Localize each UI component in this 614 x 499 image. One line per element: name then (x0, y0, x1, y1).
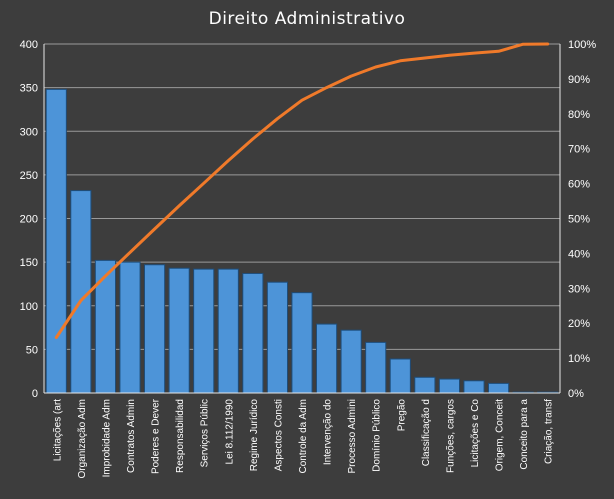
x-category-label: Poderes e Dever (151, 398, 162, 474)
cumulative-line (54, 42, 550, 339)
bar (45, 88, 67, 394)
bar (143, 264, 166, 394)
y-right-tick-label: 30% (568, 283, 590, 295)
y-right-tick-label: 10% (568, 353, 590, 365)
bar (340, 329, 362, 394)
x-category-label: Processo Admini (347, 399, 358, 473)
bar (438, 378, 461, 394)
y-right-tick-label: 40% (568, 248, 590, 260)
x-category-label: Domínio Público (372, 399, 383, 472)
bar (193, 268, 215, 394)
x-category-label: Lei 8.112/1990 (224, 399, 235, 465)
y-right-tick-label: 60% (568, 179, 590, 191)
y-right-tick-label: 70% (568, 144, 590, 156)
axes: 0 50 100 150 200 250 300 350 400 0% 10% 20% 30% 40% 50… (20, 39, 597, 479)
x-category-label: Criação, transf (544, 399, 555, 464)
bar (487, 382, 510, 394)
chart-title: Direito Administrativo (209, 9, 406, 29)
bar (217, 268, 239, 394)
y-right-tick-label: 0% (568, 388, 584, 400)
y-left-tick-label: 0 (32, 388, 38, 400)
x-category-label: Serviços Públic (200, 399, 211, 467)
x-category-label: Aspectos Consti (273, 399, 284, 471)
y-right-tick-label: 20% (568, 318, 590, 330)
cumulative-line-layer (54, 42, 550, 339)
bar (463, 380, 485, 394)
y-left-tick-label: 250 (20, 170, 38, 182)
x-category-label: Contratos Admin (126, 399, 137, 473)
x-category-label: Funções, cargos (445, 399, 456, 473)
bar (94, 259, 117, 394)
y-right-tick-label: 90% (568, 74, 590, 86)
x-category-label: Controle da Adm (298, 399, 309, 474)
x-category-label: Licitações (art (52, 399, 63, 461)
x-category-label: Intervenção do (323, 399, 334, 466)
x-category-label: Organização Adm (77, 399, 88, 479)
x-category-label: Pregão (396, 399, 407, 432)
bar (365, 341, 387, 394)
bar (315, 323, 338, 394)
bar (242, 272, 264, 394)
x-category-label: Improbidade Adm (101, 399, 112, 477)
y-left-tick-label: 350 (20, 83, 38, 95)
y-right-tick-label: 50% (568, 214, 590, 226)
y-left-tick-label: 300 (20, 126, 38, 138)
bars (45, 88, 559, 394)
y-left-tick-label: 400 (20, 39, 38, 51)
bar (119, 261, 141, 394)
bar (266, 281, 289, 394)
x-category-label: Responsabilidad (175, 399, 186, 473)
y-left-tick-label: 150 (20, 257, 38, 269)
x-category-label: Licitações e Co (470, 399, 481, 468)
bar (168, 267, 190, 394)
y-right-tick-label: 100% (568, 39, 596, 51)
x-category-label: Origem, Conceit (495, 399, 506, 471)
y-left-tick-label: 100 (20, 301, 38, 313)
bar (291, 292, 313, 394)
bar (414, 376, 436, 394)
bar (389, 358, 411, 394)
x-category-label: Conceito para a (519, 399, 530, 470)
x-category-label: Classificação d (421, 399, 432, 466)
y-right-tick-label: 80% (568, 109, 590, 121)
x-category-label: Regime Jurídico (249, 399, 260, 472)
y-left-tick-label: 50 (26, 344, 38, 356)
y-left-tick-label: 200 (20, 214, 38, 226)
